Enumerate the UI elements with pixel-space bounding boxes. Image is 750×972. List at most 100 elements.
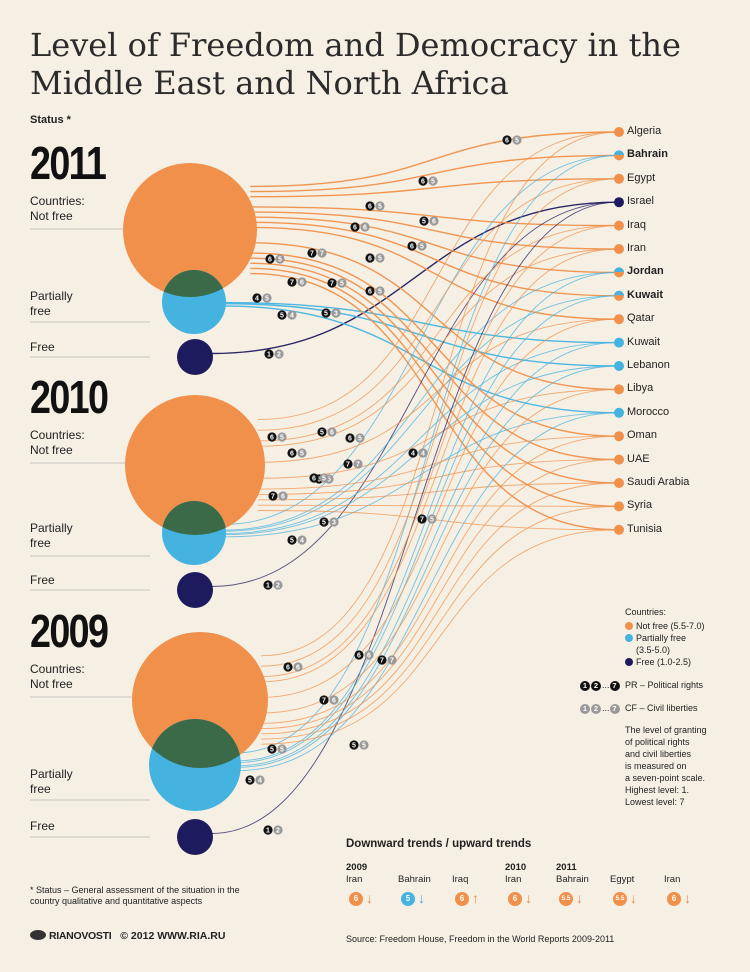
cf-dot <box>297 448 307 458</box>
cf-dot <box>331 308 341 318</box>
pr-value: 6 <box>368 289 372 296</box>
label-2011-not-free: Countries: Not free <box>30 194 85 223</box>
cf-value: 7 <box>390 658 394 665</box>
pr-dot <box>268 491 278 501</box>
pr-dot <box>264 349 274 359</box>
pr-dot <box>350 222 360 232</box>
legend-not-free-label: Not free (5.5-7.0) <box>636 621 705 631</box>
flow-line <box>222 301 619 344</box>
pr-value: 7 <box>271 494 275 501</box>
arrow-up-icon: ↑ <box>472 890 479 906</box>
cf-value: 6 <box>367 653 371 660</box>
trend-year: 2011 <box>556 862 577 873</box>
label-2009-partially-free: Partially free <box>30 767 73 796</box>
flow-line <box>257 510 619 531</box>
flow-lines <box>211 131 619 834</box>
pr-dot <box>418 176 428 186</box>
trend-country: Bahrain <box>398 874 431 885</box>
cf-value: 5 <box>322 476 326 483</box>
flow-line <box>250 252 619 437</box>
cf-dot <box>360 222 370 232</box>
cf-dot <box>375 253 385 263</box>
pr-value: 6 <box>357 653 361 660</box>
cf-dot <box>273 825 283 835</box>
pr-dot <box>365 201 375 211</box>
cf-dot <box>364 650 374 660</box>
cf-value: 6 <box>332 698 336 705</box>
pr-dot <box>345 433 355 443</box>
country-label: Tunisia <box>627 522 663 535</box>
page-title: Level of Freedom and Democracy in the Mi… <box>30 26 681 102</box>
cf-ellipsis: ... <box>602 703 610 713</box>
cf-value: 5 <box>378 204 382 211</box>
flow-line <box>257 248 619 447</box>
cf-value: 7 <box>320 251 324 258</box>
cf-value: 5 <box>280 435 284 442</box>
pr-value: 5 <box>422 219 426 226</box>
pr-dot <box>265 254 275 264</box>
label-2011-free: Free <box>30 340 55 354</box>
country-dot <box>614 384 624 395</box>
cf-dot <box>418 448 428 458</box>
cf-value: 4 <box>290 313 294 320</box>
country-dot <box>614 150 624 161</box>
flow-line <box>250 206 619 227</box>
arrow-down-icon: ↓ <box>418 890 425 906</box>
trend-year: 2010 <box>505 862 527 873</box>
pr-dot <box>307 248 317 258</box>
flow-line <box>250 216 619 274</box>
legend-not-free: Not free (5.5-7.0) <box>625 620 705 632</box>
trend-value: 6 <box>508 892 522 906</box>
partially-free-dot-icon <box>625 634 633 642</box>
country-dot <box>614 431 624 442</box>
pr-value: 5 <box>322 520 326 527</box>
cf-dot <box>287 310 297 320</box>
pr-dot <box>319 517 329 527</box>
cf-value: 6 <box>330 430 334 437</box>
label-2010-free: Free <box>30 573 55 587</box>
pr-value: 6 <box>348 436 352 443</box>
cf-value: 5 <box>358 436 362 443</box>
cf-value: 4 <box>300 538 304 545</box>
cf-dot <box>275 254 285 264</box>
flow-line <box>236 342 619 767</box>
status-label: Status * <box>30 114 71 126</box>
cf-dot <box>319 473 329 483</box>
flow-line <box>257 435 619 490</box>
pr-value: 6 <box>505 138 509 145</box>
overlap-circle <box>162 501 226 535</box>
flow-line <box>250 272 619 531</box>
flow-line <box>261 388 619 714</box>
pr-badge-2: 2 <box>591 681 601 691</box>
status-circles <box>123 163 257 375</box>
cf-dot <box>262 293 272 303</box>
country-label: Algeria <box>627 125 662 137</box>
pr-dot <box>245 775 255 785</box>
country-dot <box>614 524 624 535</box>
flow-line <box>261 482 619 735</box>
overlap-circle <box>162 270 226 297</box>
trend-year: 2009 <box>346 862 368 873</box>
flow-line <box>250 226 619 320</box>
label-2009-free: Free <box>30 819 55 833</box>
label-2009-not-free: Countries: Not free <box>30 662 85 691</box>
cf-dot <box>375 201 385 211</box>
pr-value: 7 <box>290 280 294 287</box>
status-circles <box>125 395 265 608</box>
